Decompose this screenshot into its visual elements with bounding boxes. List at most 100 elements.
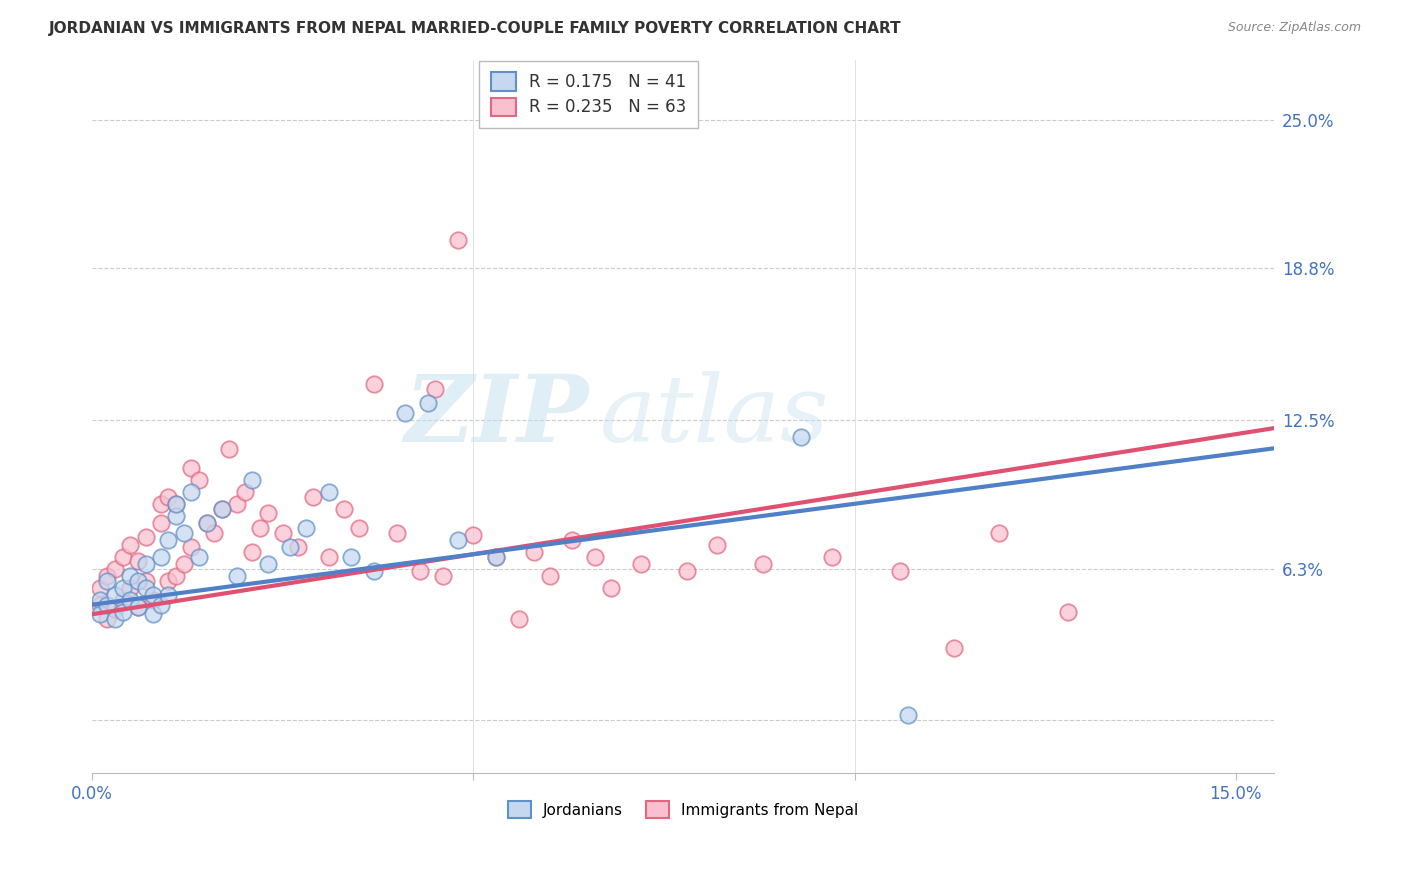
Point: [127, 554, 149, 568]
Point: [752, 557, 775, 571]
Text: Source: ZipAtlas.com: Source: ZipAtlas.com: [1227, 21, 1361, 34]
Point: [332, 501, 354, 516]
Point: [294, 521, 316, 535]
Point: [942, 640, 965, 655]
Point: [233, 484, 256, 499]
Point: [447, 533, 470, 547]
Point: [149, 549, 172, 564]
Point: [432, 569, 454, 583]
Point: [149, 516, 172, 530]
Point: [187, 473, 209, 487]
Point: [149, 497, 172, 511]
Point: [187, 549, 209, 564]
Point: [89, 607, 111, 622]
Point: [347, 521, 370, 535]
Point: [583, 549, 606, 564]
Point: [988, 525, 1011, 540]
Point: [127, 600, 149, 615]
Point: [202, 525, 225, 540]
Point: [180, 484, 202, 499]
Point: [96, 574, 118, 588]
Point: [135, 574, 157, 588]
Point: [287, 540, 309, 554]
Text: atlas: atlas: [600, 371, 830, 461]
Point: [120, 538, 142, 552]
Point: [135, 530, 157, 544]
Point: [538, 569, 561, 583]
Point: [340, 549, 363, 564]
Point: [180, 540, 202, 554]
Point: [706, 538, 728, 552]
Point: [599, 581, 621, 595]
Point: [135, 557, 157, 571]
Point: [104, 561, 127, 575]
Point: [135, 581, 157, 595]
Point: [111, 592, 134, 607]
Point: [165, 497, 187, 511]
Point: [211, 501, 233, 516]
Point: [318, 549, 340, 564]
Point: [165, 508, 187, 523]
Point: [89, 598, 111, 612]
Point: [157, 588, 180, 602]
Point: [508, 612, 530, 626]
Point: [249, 521, 271, 535]
Point: [240, 473, 263, 487]
Point: [889, 564, 911, 578]
Point: [104, 588, 127, 602]
Point: [240, 545, 263, 559]
Point: [142, 607, 165, 622]
Point: [394, 406, 416, 420]
Point: [425, 382, 447, 396]
Point: [280, 540, 302, 554]
Point: [89, 581, 111, 595]
Point: [561, 533, 583, 547]
Point: [675, 564, 697, 578]
Point: [142, 592, 165, 607]
Point: [409, 564, 432, 578]
Point: [218, 442, 240, 456]
Point: [157, 490, 180, 504]
Point: [630, 557, 652, 571]
Point: [416, 396, 439, 410]
Point: [226, 569, 249, 583]
Point: [271, 525, 294, 540]
Point: [302, 490, 325, 504]
Point: [127, 574, 149, 588]
Point: [363, 376, 385, 391]
Point: [180, 460, 202, 475]
Point: [195, 516, 218, 530]
Point: [463, 528, 485, 542]
Point: [165, 569, 187, 583]
Point: [318, 484, 340, 499]
Point: [790, 429, 813, 443]
Point: [89, 592, 111, 607]
Point: [363, 564, 385, 578]
Point: [120, 592, 142, 607]
Point: [523, 545, 546, 559]
Point: [256, 557, 278, 571]
Point: [120, 569, 142, 583]
Point: [96, 569, 118, 583]
Point: [104, 602, 127, 616]
Point: [111, 581, 134, 595]
Point: [173, 525, 195, 540]
Point: [96, 598, 118, 612]
Point: [485, 549, 508, 564]
Point: [149, 598, 172, 612]
Point: [173, 557, 195, 571]
Point: [157, 533, 180, 547]
Point: [485, 549, 508, 564]
Point: [111, 549, 134, 564]
Point: [104, 612, 127, 626]
Point: [165, 497, 187, 511]
Point: [142, 588, 165, 602]
Text: JORDANIAN VS IMMIGRANTS FROM NEPAL MARRIED-COUPLE FAMILY POVERTY CORRELATION CHA: JORDANIAN VS IMMIGRANTS FROM NEPAL MARRI…: [49, 21, 901, 36]
Point: [127, 600, 149, 615]
Point: [385, 525, 408, 540]
Point: [897, 708, 920, 723]
Point: [226, 497, 249, 511]
Point: [256, 507, 278, 521]
Text: ZIP: ZIP: [404, 371, 589, 461]
Point: [96, 612, 118, 626]
